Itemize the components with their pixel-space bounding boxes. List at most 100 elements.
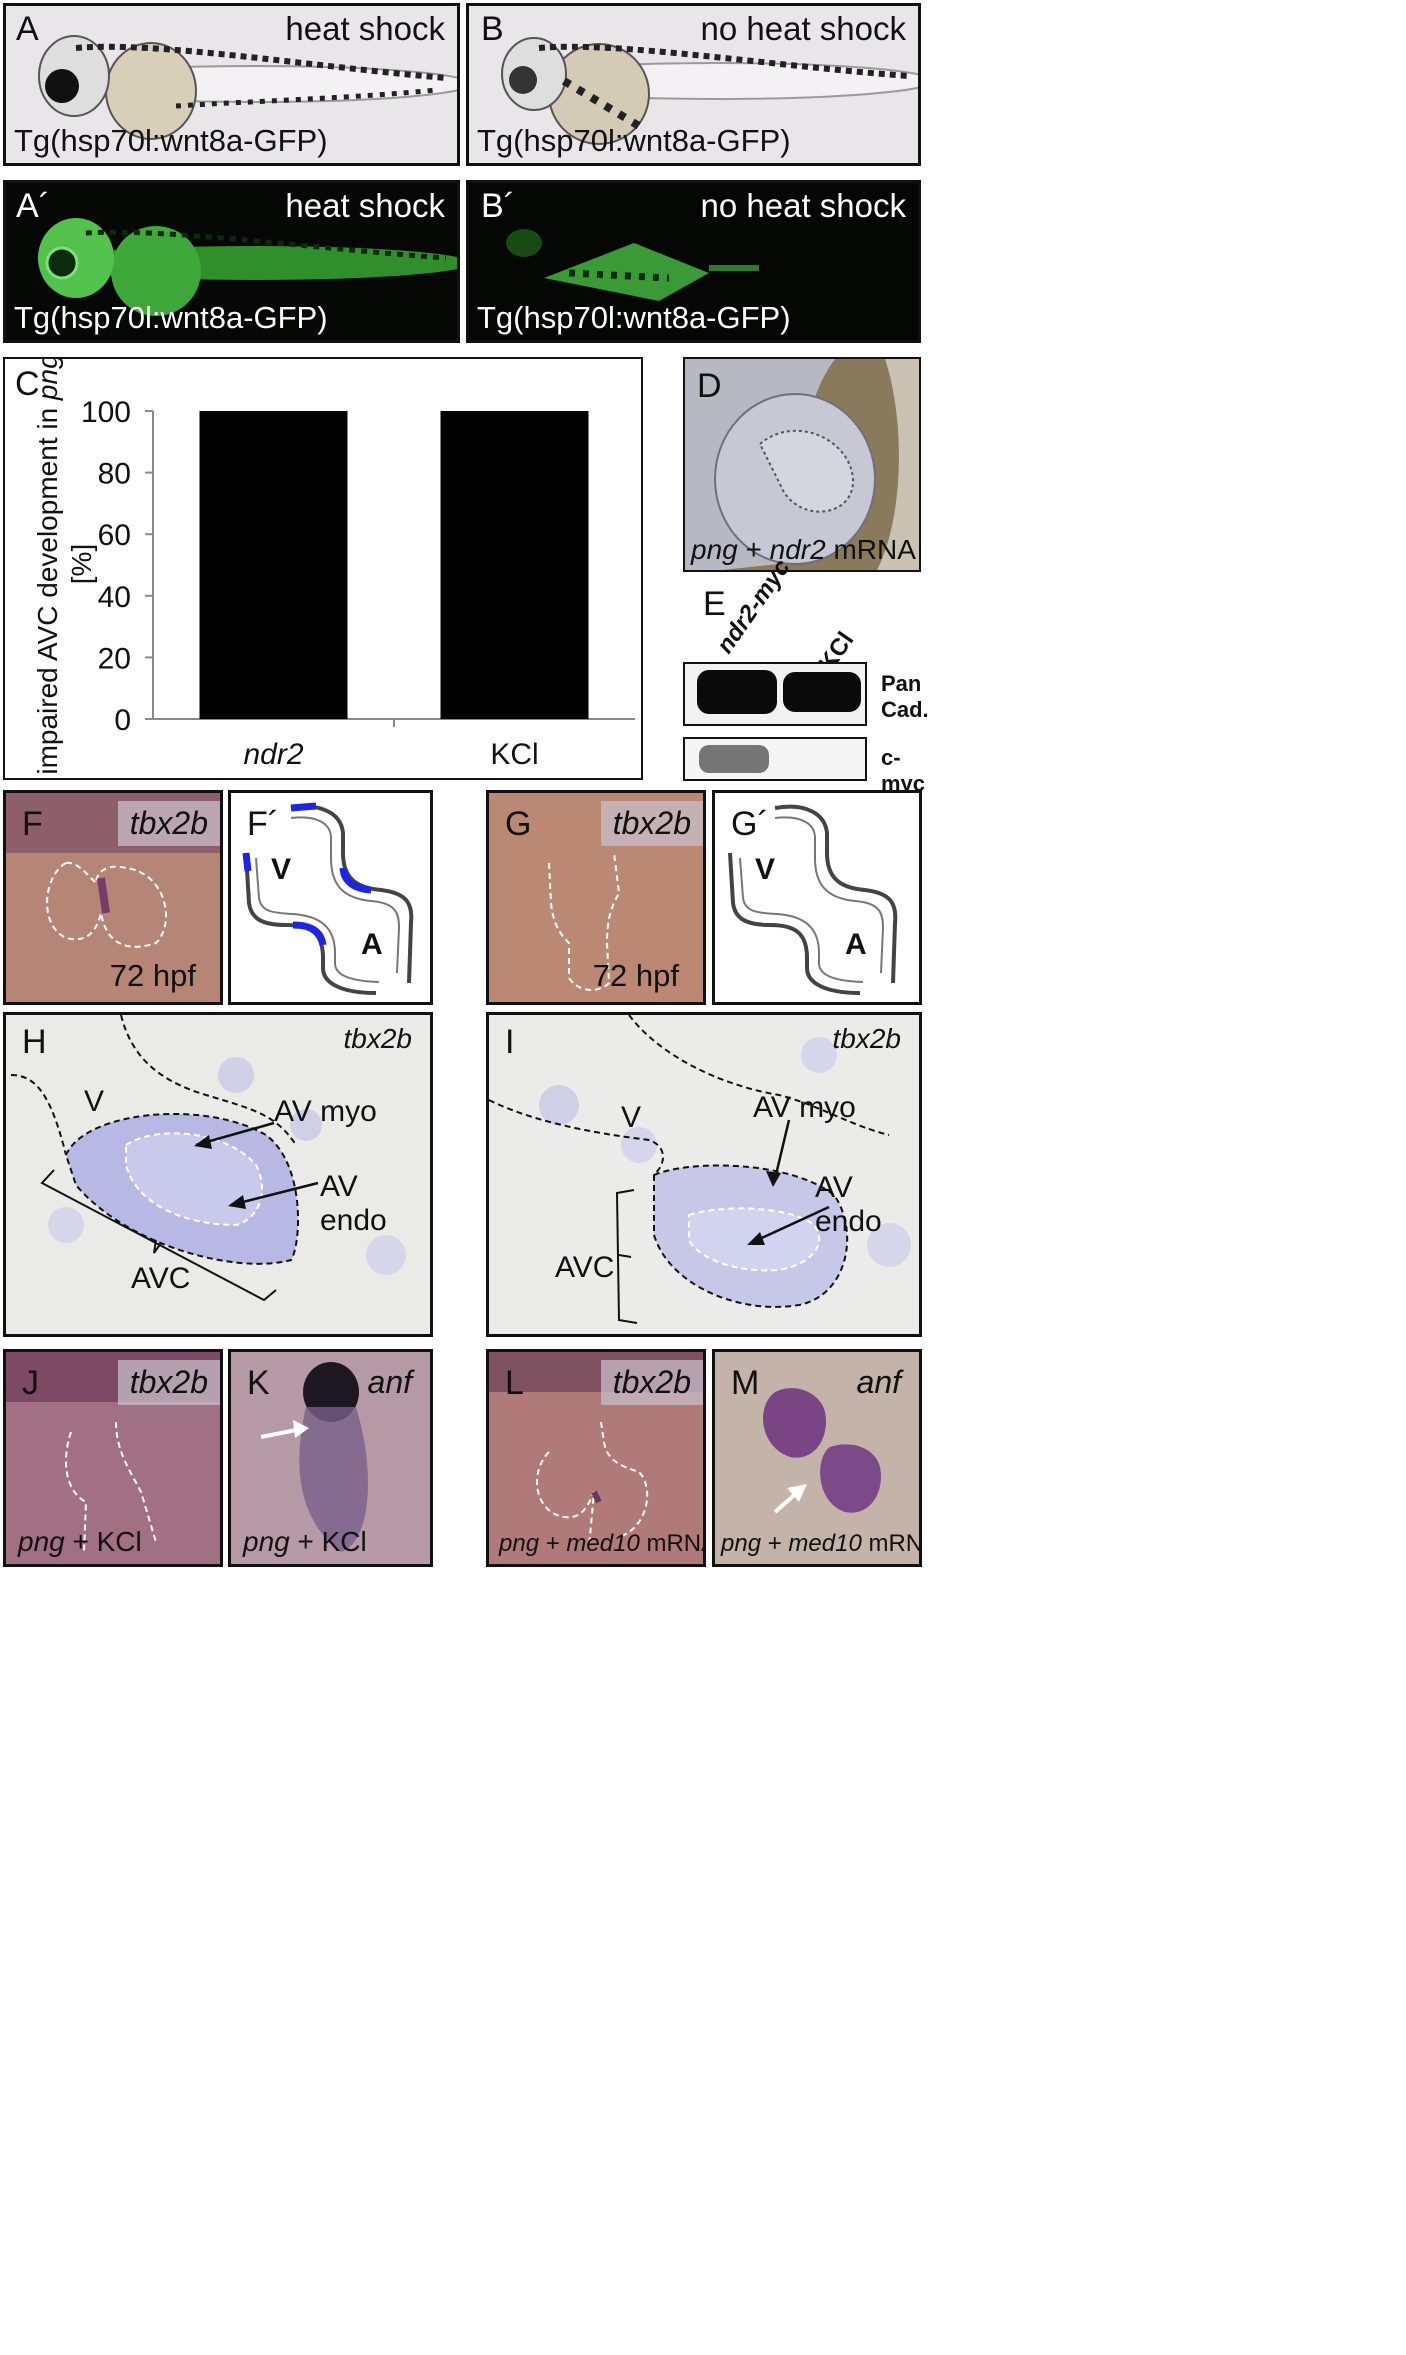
panel-a-condition: heat shock <box>285 10 445 47</box>
panel-i-label: I <box>505 1023 515 1061</box>
panel-a-prime-caption: Tg(hsp70l:wnt8a-GFP) <box>14 300 328 335</box>
panel-a-prime-condition: heat shock <box>285 187 445 224</box>
panel-b-label: B <box>481 10 504 48</box>
panel-f: F tbx2b 72 hpf <box>3 790 223 1005</box>
schematic-atrium-label: A <box>361 928 383 961</box>
panel-h: H tbx2b V AV myo AV endo AVC <box>3 1012 433 1337</box>
x-category-label: ndr2 <box>243 738 303 771</box>
panel-k-label: K <box>247 1364 270 1402</box>
panel-j-caption: png + KCl <box>18 1526 142 1558</box>
ventricle-label: V <box>84 1085 105 1118</box>
bar-ndr2 <box>199 411 348 719</box>
av-endocardium-label: AV endo <box>815 1171 882 1238</box>
panel-d-caption: png + ndr2 mRNA <box>691 534 916 566</box>
panel-m-caption: png + med10 mRNA <box>721 1530 919 1558</box>
panel-g-probe: tbx2b <box>600 801 703 846</box>
blot-band <box>699 745 769 773</box>
panel-m-probe: anf <box>856 1364 901 1400</box>
panel-j-caption-rest: + KCl <box>64 1526 142 1557</box>
ventricle-label: V <box>621 1101 642 1134</box>
panel-d-caption-plus: + <box>737 534 770 565</box>
panel-b-caption: Tg(hsp70l:wnt8a-GFP) <box>477 123 791 158</box>
panel-l-label: L <box>505 1364 524 1402</box>
gfp-larva-illustration <box>38 218 457 316</box>
panel-f-probe: tbx2b <box>117 801 220 846</box>
y-axis-title-gene: png <box>32 359 63 401</box>
panel-e: E ndr2-myc KCl Pan Cad. c-myc <box>683 554 936 796</box>
panel-b: B no heat shock Tg(hsp70l:wnt8a-GFP) <box>466 3 921 166</box>
panel-d-caption-gene1: png <box>691 534 738 565</box>
panel-h-probe: tbx2b <box>343 1023 413 1054</box>
panel-b-condition: no heat shock <box>700 10 906 47</box>
y-tick-label: 60 <box>98 519 131 552</box>
panel-i: I tbx2b V AV myo AV endo AVC <box>486 1012 922 1337</box>
panel-g-prime-label: G´ <box>731 805 769 843</box>
panel-d-label: D <box>697 367 722 405</box>
avc-label: AVC <box>555 1251 615 1284</box>
panel-g-label: G <box>505 805 532 843</box>
heart-illustration <box>763 1388 881 1514</box>
panel-l-caption-gene2: med10 <box>566 1530 640 1557</box>
bar-chart: 0 20 40 60 80 100 ndr2 KCl impaired AVC developm… <box>32 359 635 775</box>
panel-b-prime: B´ no heat shock Tg(hsp70l:wnt8a-GFP) <box>466 180 921 343</box>
schematic-ventricle-label: V <box>271 853 292 886</box>
panel-f-stage: 72 hpf <box>109 958 196 993</box>
y-axis-title-unit: [%] <box>66 544 97 584</box>
panel-g: G tbx2b 72 hpf <box>486 790 706 1005</box>
y-tick-label: 0 <box>114 704 131 737</box>
schematic-atrium-label: A <box>845 928 867 961</box>
gfp-larva-illustration <box>506 229 759 301</box>
blot-pan-cadherin <box>683 662 867 726</box>
panel-h-label: H <box>22 1023 47 1061</box>
blot-band <box>697 670 777 714</box>
panel-k-caption-gene: png <box>243 1526 290 1557</box>
panel-k-caption: png + KCl <box>243 1526 367 1558</box>
panel-l-caption: png + med10 mRNA <box>499 1530 703 1558</box>
panel-b-prime-condition: no heat shock <box>700 187 906 224</box>
y-axis-title-text: impaired AVC development in <box>32 400 63 775</box>
larva-illustration <box>38 35 457 140</box>
panel-d-caption-rest: mRNA <box>825 534 916 565</box>
avc-schematic <box>242 802 414 995</box>
bar-kcl <box>440 411 589 719</box>
x-category-label: KCl <box>490 738 538 771</box>
panel-m-caption-plus: + <box>761 1530 789 1557</box>
panel-b-prime-label: B´ <box>481 187 515 225</box>
panel-a-prime: A´ heat shock Tg(hsp70l:wnt8a-GFP) <box>3 180 460 343</box>
panel-g-prime: G´ V A <box>712 790 922 1005</box>
panel-l: L tbx2b png + med10 mRNA <box>486 1349 706 1567</box>
blot-band <box>783 672 861 712</box>
av-myocardium-label: AV myo <box>274 1095 377 1128</box>
panel-j-probe: tbx2b <box>117 1360 220 1405</box>
blot-c-myc <box>683 737 867 781</box>
avc-label: AVC <box>131 1262 191 1295</box>
y-tick-label: 100 <box>81 396 131 429</box>
y-axis-title: impaired AVC development in png <box>32 359 63 775</box>
panel-j: J tbx2b png + KCl <box>3 1349 223 1567</box>
panel-l-caption-plus: + <box>539 1530 567 1557</box>
panel-j-label: J <box>22 1364 39 1402</box>
panel-m-caption-gene2: med10 <box>788 1530 862 1557</box>
row-label-pan: Pan <box>881 671 922 696</box>
panel-a-prime-label: A´ <box>16 187 50 225</box>
y-tick-label: 20 <box>98 642 131 675</box>
heart-illustration <box>548 852 621 991</box>
panel-f-prime: F´ V A <box>228 790 433 1005</box>
row-label-cad: Cad. <box>881 697 929 722</box>
heart-illustration <box>685 359 919 570</box>
panel-m-label: M <box>731 1364 760 1402</box>
heart-illustration <box>260 1362 368 1552</box>
panel-c-label: C <box>15 365 40 403</box>
y-tick-label: 80 <box>98 458 131 491</box>
panel-k-probe: anf <box>367 1364 412 1400</box>
panel-a: A heat shock Tg(hsp70l:wnt8a-GFP) <box>3 3 460 166</box>
panel-k: K anf png + KCl <box>228 1349 433 1567</box>
y-tick-label: 40 <box>98 581 131 614</box>
panel-i-probe: tbx2b <box>832 1023 902 1054</box>
panel-b-prime-caption: Tg(hsp70l:wnt8a-GFP) <box>477 300 791 335</box>
schematic-ventricle-label: V <box>755 853 776 886</box>
panel-a-label: A <box>16 10 39 48</box>
avc-schematic <box>728 804 898 995</box>
panel-m-caption-gene1: png <box>721 1530 762 1557</box>
panel-l-caption-rest: mRNA <box>646 1530 703 1557</box>
